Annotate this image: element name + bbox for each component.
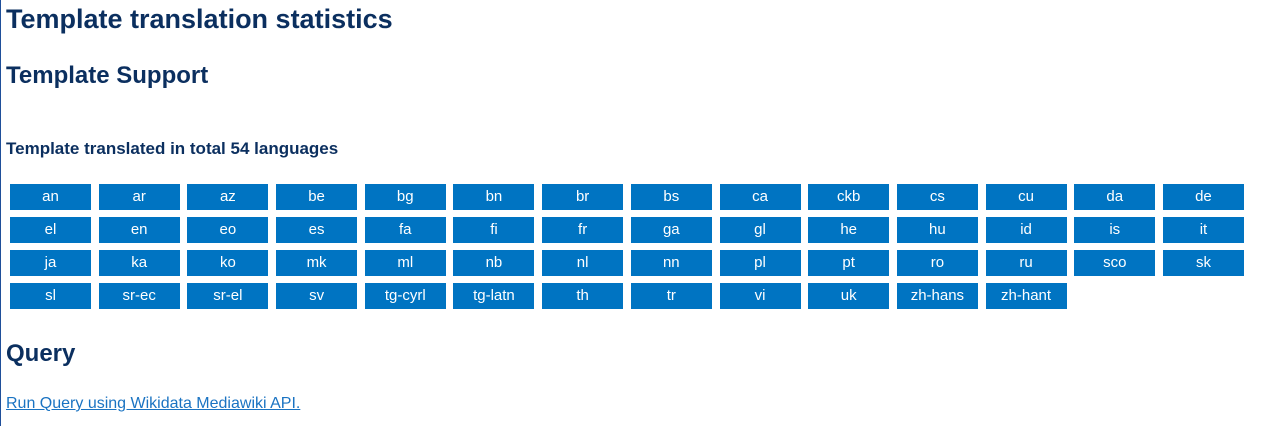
language-button-mk[interactable]: mk xyxy=(276,250,358,276)
language-button-fa[interactable]: fa xyxy=(364,217,446,243)
language-button-ml[interactable]: ml xyxy=(364,250,446,276)
language-button-nn[interactable]: nn xyxy=(630,250,712,276)
language-button-fr[interactable]: fr xyxy=(542,217,624,243)
language-button-bn[interactable]: bn xyxy=(453,184,535,210)
language-button-cs[interactable]: cs xyxy=(896,184,978,210)
language-button-cu[interactable]: cu xyxy=(985,184,1067,210)
language-button-tg-latn[interactable]: tg-latn xyxy=(453,283,535,309)
language-button-el[interactable]: el xyxy=(10,217,91,243)
language-button-he[interactable]: he xyxy=(808,217,890,243)
language-button-fi[interactable]: fi xyxy=(453,217,535,243)
language-button-ckb[interactable]: ckb xyxy=(808,184,890,210)
language-button-be[interactable]: be xyxy=(276,184,358,210)
language-button-tr[interactable]: tr xyxy=(630,283,712,309)
query-heading: Query xyxy=(6,340,76,367)
language-button-zh-hans[interactable]: zh-hans xyxy=(896,283,978,309)
language-button-ro[interactable]: ro xyxy=(896,250,978,276)
language-button-pt[interactable]: pt xyxy=(808,250,890,276)
language-button-id[interactable]: id xyxy=(985,217,1067,243)
language-button-ja[interactable]: ja xyxy=(10,250,91,276)
language-button-ka[interactable]: ka xyxy=(98,250,180,276)
language-button-bs[interactable]: bs xyxy=(630,184,712,210)
language-button-zh-hant[interactable]: zh-hant xyxy=(985,283,1067,309)
language-button-ar[interactable]: ar xyxy=(98,184,180,210)
language-button-sl[interactable]: sl xyxy=(10,283,91,309)
language-button-bg[interactable]: bg xyxy=(364,184,446,210)
language-button-es[interactable]: es xyxy=(276,217,358,243)
language-button-is[interactable]: is xyxy=(1074,217,1156,243)
template-support-heading: Template Support xyxy=(6,62,209,89)
language-button-sv[interactable]: sv xyxy=(276,283,358,309)
language-button-ca[interactable]: ca xyxy=(719,184,801,210)
language-button-da[interactable]: da xyxy=(1074,184,1156,210)
language-button-it[interactable]: it xyxy=(1162,217,1244,243)
language-button-sk[interactable]: sk xyxy=(1162,250,1244,276)
language-button-nl[interactable]: nl xyxy=(542,250,624,276)
language-button-an[interactable]: an xyxy=(10,184,91,210)
language-button-hu[interactable]: hu xyxy=(896,217,978,243)
language-button-sr-ec[interactable]: sr-ec xyxy=(98,283,180,309)
language-button-nb[interactable]: nb xyxy=(453,250,535,276)
translation-summary: Template translated in total 54 language… xyxy=(6,139,339,158)
language-button-de[interactable]: de xyxy=(1162,184,1244,210)
run-query-link[interactable]: Run Query using Wikidata Mediawiki API. xyxy=(6,395,301,412)
language-button-en[interactable]: en xyxy=(98,217,180,243)
language-button-ko[interactable]: ko xyxy=(187,250,269,276)
language-button-sco[interactable]: sco xyxy=(1074,250,1156,276)
language-button-pl[interactable]: pl xyxy=(719,250,801,276)
language-button-th[interactable]: th xyxy=(542,283,624,309)
language-button-br[interactable]: br xyxy=(542,184,624,210)
page-title: Template translation statistics xyxy=(6,4,393,34)
language-button-tg-cyrl[interactable]: tg-cyrl xyxy=(364,283,446,309)
language-button-vi[interactable]: vi xyxy=(719,283,801,309)
language-button-eo[interactable]: eo xyxy=(187,217,269,243)
language-button-uk[interactable]: uk xyxy=(808,283,890,309)
language-button-az[interactable]: az xyxy=(187,184,269,210)
language-button-ga[interactable]: ga xyxy=(630,217,712,243)
language-button-ru[interactable]: ru xyxy=(985,250,1067,276)
language-button-sr-el[interactable]: sr-el xyxy=(187,283,269,309)
language-button-gl[interactable]: gl xyxy=(719,217,801,243)
language-button-grid: an ar az be bg bn br bs ca ckb cs cu da de el en eo es fa f… xyxy=(10,184,1250,309)
